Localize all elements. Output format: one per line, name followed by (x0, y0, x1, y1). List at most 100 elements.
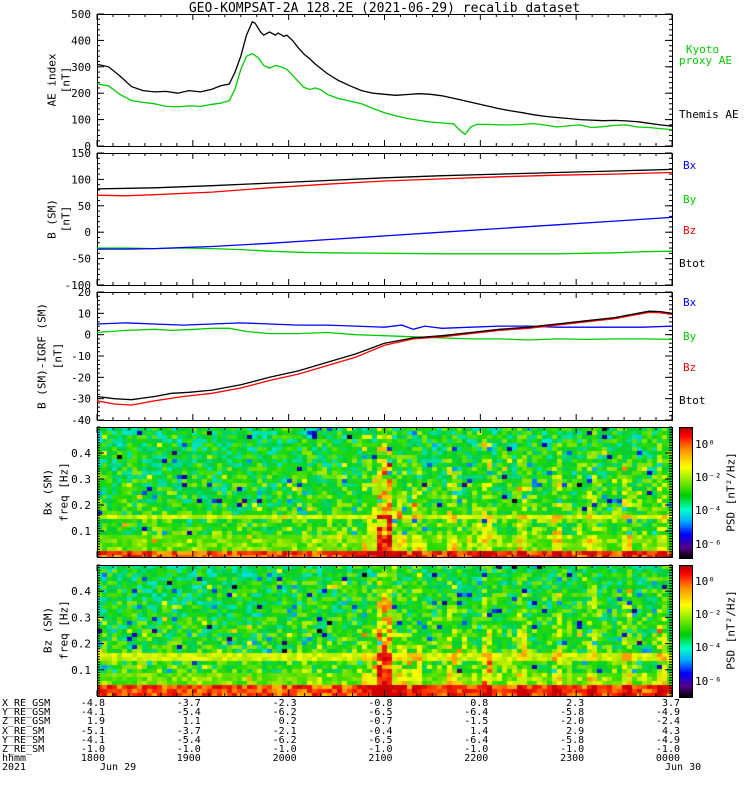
legend-themis-ae: Themis AE (679, 108, 739, 121)
eph-value: 2300 (560, 753, 585, 765)
series-Kyoto proxy AE (96, 52, 673, 136)
y-tick-label: 0 (84, 226, 91, 239)
legend-bsm-by: By (683, 193, 697, 206)
y-tick-label: 0 (84, 329, 91, 342)
eph-row-label: Z_RE_GSM (2, 716, 51, 728)
eph-row-label: Y_RE_GSM (2, 707, 51, 719)
ae-index-axes: 0 100 200 300 400 500 (71, 8, 673, 153)
series-Bz (96, 171, 673, 197)
bz-spec-axis-title: Bz (SM) (41, 606, 55, 654)
legend-bigrf-bx: Bx (683, 296, 697, 309)
eph-value: -2.1 (272, 725, 297, 737)
eph-value: 2.3 (566, 698, 585, 709)
eph-value: -6.4 (464, 707, 489, 719)
eph-value: -0.7 (368, 716, 393, 728)
eph-value: 1800 (80, 753, 105, 765)
eph-value: -1.5 (464, 716, 489, 728)
bz-spec-axis-units: freq [Hz] (57, 600, 71, 660)
y-tick-label: 400 (71, 34, 91, 47)
eph-value: 4.3 (661, 725, 680, 737)
eph-value: -4.9 (655, 707, 680, 719)
eph-value: 1.9 (86, 716, 105, 728)
series-Btot (96, 310, 673, 401)
series-Bx (96, 322, 673, 330)
colorbar-tick: 10⁰ (695, 438, 715, 451)
eph-value: 2200 (464, 753, 489, 765)
y-tick-label: 0.2 (71, 638, 91, 651)
series-Themis AE (96, 21, 673, 127)
y-tick-label: 0.4 (71, 585, 91, 598)
eph-date-end: Jun 30 (665, 762, 702, 774)
eph-row-label: X_RE_GSM (2, 698, 51, 709)
y-tick-label: 100 (71, 114, 91, 127)
eph-value: -4.9 (655, 734, 680, 746)
y-tick-label: -30 (71, 393, 91, 406)
y-tick-label: 500 (71, 8, 91, 21)
eph-value: -6.2 (272, 707, 297, 719)
eph-value: -4.1 (80, 707, 105, 719)
y-tick-label: 150 (71, 147, 91, 160)
eph-value: -1.0 (80, 744, 105, 755)
psd-colorbar-bx (679, 427, 693, 559)
bsm-axis-units: [nT] (59, 205, 73, 233)
eph-value: 1.1 (182, 716, 201, 728)
y-tick-label: 50 (78, 200, 91, 213)
y-tick-label: 0.4 (71, 447, 91, 460)
eph-value: 1900 (176, 753, 201, 765)
eph-value: 3.7 (661, 698, 680, 709)
colorbar-label-bx: PSD [nT²/Hz] (724, 452, 738, 532)
y-tick-label: 0.3 (71, 473, 91, 486)
eph-value: 2100 (368, 753, 393, 765)
y-tick-label: 0.3 (71, 611, 91, 624)
eph-value: 0.8 (470, 698, 489, 709)
eph-value: 2000 (272, 753, 297, 765)
eph-value: -4.1 (80, 734, 105, 746)
colorbar-tick: 10⁻⁶ (695, 675, 722, 688)
eph-value: 1.4 (470, 725, 489, 737)
y-tick-label: -100 (65, 279, 92, 292)
eph-value: -5.8 (560, 734, 585, 746)
eph-value: -6.2 (272, 734, 297, 746)
eph-value: -2.3 (272, 698, 297, 709)
y-tick-label: -10 (71, 350, 91, 363)
legend-bsm-bz: Bz (683, 224, 697, 237)
ae-axis-title: AE index (45, 53, 59, 107)
eph-value: -0.4 (368, 725, 393, 737)
eph-value: -6.5 (368, 707, 393, 719)
eph-row-label: Z_RE_SM (2, 744, 45, 755)
y-tick-label: -40 (71, 414, 91, 427)
legend-kyoto-line2: proxy AE (679, 54, 732, 67)
eph-value: -3.7 (176, 698, 201, 709)
eph-value: -1.0 (272, 744, 297, 755)
colorbar-tick: 10⁻⁴ (695, 504, 722, 517)
eph-row-label: X_RE_SM (2, 725, 45, 737)
eph-value: -1.0 (176, 744, 201, 755)
ae-index-series (96, 21, 673, 136)
eph-value: -2.4 (655, 716, 680, 728)
y-tick-label: 20 (78, 286, 91, 299)
bx-spectrogram-canvas (97, 427, 672, 557)
eph-value: -5.8 (560, 707, 585, 719)
bx-spec-axis-units: freq [Hz] (57, 462, 71, 522)
eph-year-label: 2021 (2, 762, 27, 774)
eph-value: -2.0 (560, 716, 585, 728)
series-Btot (96, 168, 673, 190)
colorbar-tick: 10⁻⁶ (695, 538, 722, 551)
eph-value: -0.8 (368, 698, 393, 709)
y-tick-label: 0.1 (71, 525, 91, 538)
eph-value: 0.2 (278, 716, 297, 728)
colorbar-tick: 10⁰ (695, 575, 715, 588)
colorbar-label-bz: PSD [nT²/Hz] (724, 590, 738, 670)
series-Bx (97, 216, 673, 250)
legend-bigrf-by: By (683, 330, 697, 343)
y-tick-label: -50 (71, 253, 91, 266)
eph-value: -5.1 (80, 725, 105, 737)
eph-value: -6.5 (368, 734, 393, 746)
eph-row-label: hhmm (2, 753, 27, 765)
y-tick-label: 0.2 (71, 499, 91, 512)
y-tick-label: 200 (71, 87, 91, 100)
bx-spec-axis-title: Bx (SM) (41, 468, 55, 516)
bigrf-axis-units: [nT] (51, 342, 65, 370)
eph-value: -1.0 (368, 744, 393, 755)
